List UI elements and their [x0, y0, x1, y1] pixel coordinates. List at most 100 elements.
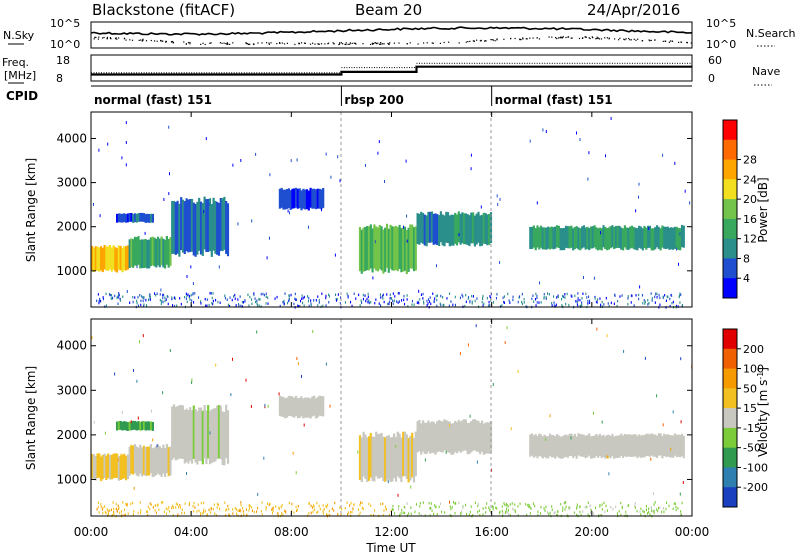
ground-scatter-cell	[430, 302, 432, 306]
ground-scatter-cell	[398, 292, 400, 295]
nave-dot	[178, 72, 180, 74]
ground-scatter-cell	[288, 297, 290, 301]
noise-cell	[339, 179, 341, 183]
nave-dot	[614, 62, 616, 64]
noise-cell	[670, 447, 672, 451]
colorbar-frame	[722, 119, 738, 299]
ground-scatter-cell	[461, 293, 463, 297]
echo-cell	[91, 454, 94, 479]
nsearch-dot	[372, 42, 374, 45]
ground-scatter-cell	[149, 293, 151, 296]
echo-cell	[217, 202, 221, 256]
echo-cell	[158, 446, 161, 476]
ground-scatter-cell	[517, 505, 519, 508]
ground-scatter-cell	[465, 503, 467, 507]
nsearch-dot	[371, 42, 373, 44]
ground-scatter-cell	[560, 503, 562, 506]
ground-scatter-cell	[436, 304, 438, 308]
ground-scatter-cell	[362, 293, 364, 297]
ground-scatter-cell	[504, 511, 506, 514]
nsearch-dot	[245, 42, 247, 44]
echo-cell	[568, 433, 571, 457]
nsky-line	[90, 26, 693, 36]
noise-cell	[325, 152, 327, 156]
nave-dot	[631, 62, 633, 64]
nave-dot	[611, 62, 613, 64]
ground-scatter-cell	[301, 297, 303, 300]
ground-scatter-cell	[601, 514, 603, 517]
ground-scatter-cell	[154, 509, 156, 512]
echo-cell	[539, 225, 543, 248]
echo-cell	[205, 410, 208, 464]
echo-cell	[304, 397, 307, 418]
ground-scatter-cell	[318, 504, 320, 508]
nave-dot	[191, 72, 193, 74]
nsearch-dot	[492, 39, 495, 41]
nave-dot	[677, 62, 678, 64]
ground-scatter-cell	[494, 502, 496, 505]
echo-cell	[133, 444, 137, 474]
colorbar-segment	[723, 368, 737, 389]
echo-cell	[214, 200, 217, 254]
nave-dot	[348, 67, 350, 69]
echo-cell	[570, 225, 573, 248]
echo-cell	[307, 190, 310, 211]
echo-cell	[146, 239, 149, 269]
ground-scatter-cell	[102, 297, 104, 301]
ground-scatter-cell	[179, 504, 181, 507]
echo-cell	[609, 226, 612, 249]
echo-cell	[670, 227, 673, 250]
ground-scatter-cell	[645, 508, 647, 512]
echo-cell	[482, 212, 485, 244]
colorbar-segment	[723, 258, 737, 279]
nsearch-dot	[377, 42, 379, 44]
ground-scatter-cell	[212, 292, 214, 295]
ground-scatter-cell	[107, 510, 109, 513]
echo-cell	[618, 225, 621, 248]
nave-dot	[156, 72, 158, 74]
ground-scatter-cell	[470, 505, 472, 508]
ground-scatter-cell	[427, 302, 429, 305]
ground-scatter-cell	[404, 506, 406, 509]
nsearch-dot	[165, 41, 167, 43]
ground-scatter-cell	[638, 297, 640, 301]
echo-cell	[199, 407, 203, 461]
ground-scatter-cell	[256, 510, 258, 513]
echo-cell	[638, 434, 641, 457]
ground-scatter-cell	[137, 304, 139, 307]
nsearch-dot	[431, 42, 433, 44]
nave-dot	[136, 72, 138, 74]
echo-cell	[296, 188, 299, 209]
nsearch-dot	[600, 38, 603, 40]
ground-scatter-cell	[589, 504, 591, 507]
echo-cell	[135, 213, 138, 223]
nsearch-dot	[606, 37, 608, 39]
echo-cell	[407, 227, 410, 272]
noise-cell	[650, 457, 652, 461]
echo-cell	[648, 225, 651, 248]
echo-cell	[169, 446, 172, 476]
ground-scatter-cell	[625, 510, 627, 514]
ground-scatter-cell	[142, 299, 144, 303]
ground-scatter-cell	[523, 301, 525, 304]
echo-cell	[280, 187, 283, 208]
ground-scatter-cell	[593, 512, 595, 515]
echo-cell	[682, 435, 685, 459]
ground-scatter-cell	[529, 512, 531, 515]
noise-cell	[232, 163, 234, 167]
nave-dot	[459, 62, 461, 64]
echo-cell	[468, 422, 471, 454]
ground-scatter-cell	[659, 296, 661, 300]
ground-scatter-cell	[227, 504, 229, 508]
ground-scatter-cell	[102, 506, 104, 510]
nsearch-dot	[669, 40, 672, 42]
echo-cell	[472, 212, 475, 244]
nsearch-dot	[469, 40, 471, 42]
echo-cell	[199, 201, 203, 255]
ground-scatter-cell	[143, 296, 145, 299]
ground-scatter-cell	[137, 296, 139, 299]
ground-scatter-cell	[586, 296, 588, 299]
echo-cell	[389, 437, 392, 482]
ground-scatter-cell	[671, 302, 673, 305]
nave-dot	[474, 62, 476, 64]
